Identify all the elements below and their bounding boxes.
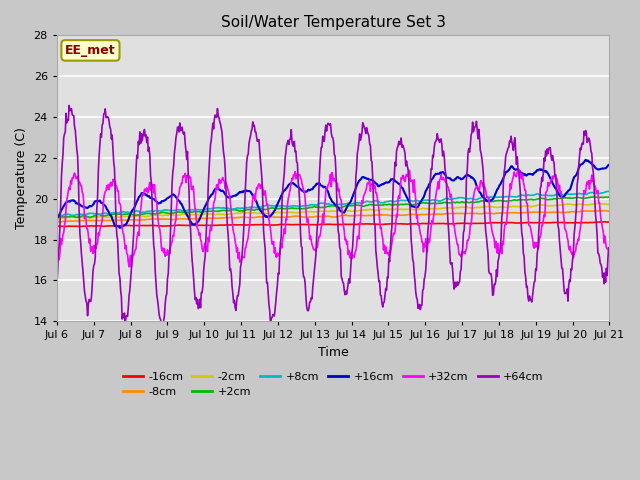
+32cm bbox=[417, 233, 425, 239]
Line: -2cm: -2cm bbox=[57, 204, 609, 219]
Line: +32cm: +32cm bbox=[57, 169, 609, 267]
-16cm bbox=[63, 223, 70, 229]
+32cm bbox=[120, 231, 127, 237]
+32cm bbox=[63, 196, 70, 202]
+64cm bbox=[63, 120, 70, 126]
-2cm bbox=[205, 211, 213, 217]
+64cm bbox=[418, 302, 426, 308]
+16cm bbox=[605, 162, 613, 168]
+2cm bbox=[417, 200, 425, 206]
+16cm bbox=[177, 200, 184, 206]
-2cm bbox=[595, 201, 602, 206]
-16cm bbox=[206, 222, 214, 228]
Title: Soil/Water Temperature Set 3: Soil/Water Temperature Set 3 bbox=[221, 15, 445, 30]
Y-axis label: Temperature (C): Temperature (C) bbox=[15, 127, 28, 229]
+32cm bbox=[401, 179, 409, 184]
+64cm bbox=[177, 126, 185, 132]
+64cm bbox=[158, 324, 166, 330]
+2cm bbox=[206, 208, 214, 214]
-16cm bbox=[177, 222, 184, 228]
-16cm bbox=[605, 219, 613, 225]
+64cm bbox=[53, 281, 61, 287]
-16cm bbox=[120, 223, 128, 228]
+64cm bbox=[402, 163, 410, 168]
Line: +8cm: +8cm bbox=[57, 192, 609, 216]
-8cm bbox=[401, 212, 408, 218]
+8cm bbox=[605, 189, 613, 194]
+2cm bbox=[120, 211, 128, 217]
+32cm bbox=[127, 264, 135, 270]
+32cm bbox=[177, 184, 184, 190]
+8cm bbox=[53, 211, 61, 217]
+8cm bbox=[177, 207, 184, 213]
+2cm bbox=[605, 194, 613, 200]
+8cm bbox=[417, 198, 425, 204]
+16cm bbox=[401, 191, 409, 196]
-8cm bbox=[63, 218, 70, 224]
Line: +64cm: +64cm bbox=[57, 106, 609, 327]
+2cm bbox=[53, 214, 61, 219]
+32cm bbox=[515, 167, 523, 172]
-2cm bbox=[605, 201, 613, 207]
+64cm bbox=[207, 142, 214, 147]
+8cm bbox=[206, 206, 214, 212]
+8cm bbox=[120, 209, 128, 215]
-2cm bbox=[417, 206, 424, 212]
-2cm bbox=[120, 214, 127, 219]
+8cm bbox=[604, 189, 611, 194]
+16cm bbox=[63, 199, 70, 205]
+16cm bbox=[206, 194, 214, 200]
Legend: -16cm, -8cm, -2cm, +2cm, +8cm, +16cm, +32cm, +64cm: -16cm, -8cm, -2cm, +2cm, +8cm, +16cm, +3… bbox=[118, 367, 548, 401]
+32cm bbox=[53, 254, 61, 260]
X-axis label: Time: Time bbox=[318, 346, 349, 359]
+8cm bbox=[64, 211, 72, 217]
+16cm bbox=[53, 215, 61, 221]
+64cm bbox=[120, 310, 128, 316]
-8cm bbox=[417, 212, 424, 217]
-8cm bbox=[176, 216, 184, 222]
-8cm bbox=[53, 219, 61, 225]
+32cm bbox=[605, 251, 613, 256]
+64cm bbox=[65, 103, 73, 108]
+8cm bbox=[58, 213, 65, 219]
-16cm bbox=[417, 221, 425, 227]
-16cm bbox=[53, 223, 61, 229]
-2cm bbox=[176, 212, 184, 218]
-8cm bbox=[120, 217, 127, 223]
+8cm bbox=[401, 198, 409, 204]
+2cm bbox=[401, 202, 409, 207]
+32cm bbox=[206, 229, 214, 235]
-2cm bbox=[401, 207, 408, 213]
-8cm bbox=[205, 216, 213, 221]
+16cm bbox=[120, 222, 128, 228]
+16cm bbox=[417, 198, 425, 204]
+64cm bbox=[605, 245, 613, 251]
+2cm bbox=[177, 209, 184, 215]
Line: +16cm: +16cm bbox=[57, 160, 609, 228]
-16cm bbox=[76, 224, 83, 229]
-8cm bbox=[596, 208, 604, 214]
+2cm bbox=[63, 214, 70, 220]
-2cm bbox=[53, 216, 61, 222]
Line: -16cm: -16cm bbox=[57, 222, 609, 227]
-2cm bbox=[63, 215, 70, 220]
-16cm bbox=[401, 221, 409, 227]
Line: -8cm: -8cm bbox=[57, 211, 609, 222]
Text: EE_met: EE_met bbox=[65, 44, 116, 57]
+2cm bbox=[86, 215, 93, 220]
+16cm bbox=[582, 157, 589, 163]
+16cm bbox=[116, 225, 124, 231]
Line: +2cm: +2cm bbox=[57, 197, 609, 217]
-8cm bbox=[605, 208, 613, 214]
